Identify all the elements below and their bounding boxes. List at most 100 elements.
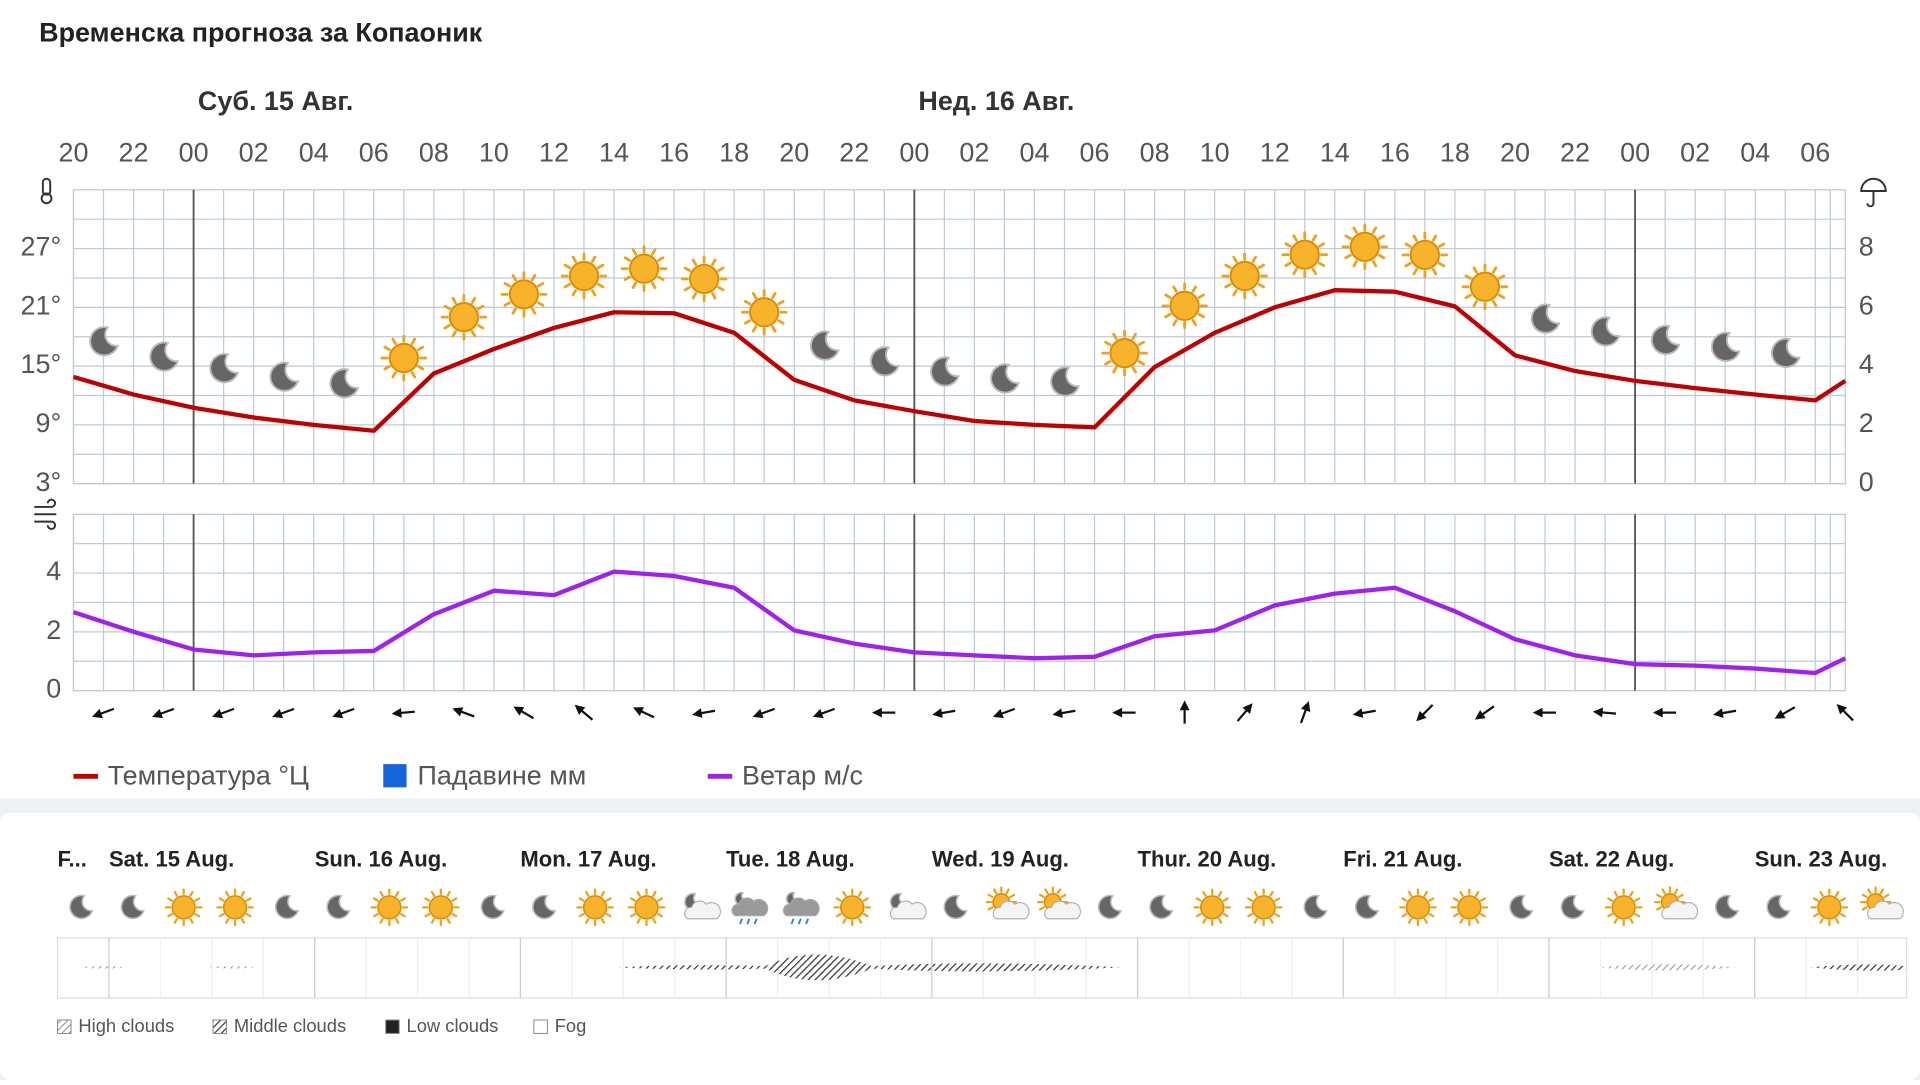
sun-ray [1377,234,1386,240]
thermometer-icon [40,177,53,205]
cloud-legend-label: Middle clouds [234,1015,346,1036]
weather-icon [370,888,409,927]
sun-ray [1861,906,1868,911]
sun-ray [711,258,717,266]
forecast-day: Sat. 15 Aug. [109,847,234,872]
sun-ray [395,917,400,924]
arrow-head [391,707,402,718]
forecast-day: F... [58,847,87,872]
sun-ray [1317,242,1326,248]
sun-ray [167,897,174,902]
moon [480,894,505,920]
moon [990,363,1020,394]
sun-ray [1247,912,1254,918]
sun-ray [1344,253,1352,260]
sun-ray [1257,282,1266,289]
legend-swatch [383,764,407,788]
moon [1560,894,1585,920]
y-tick-label: 27° [21,232,62,262]
sun-disc [1109,338,1140,369]
x-tick-label: 10 [1200,137,1230,167]
sun-disc [508,279,540,310]
sun-ray [1656,893,1663,899]
sun-ray [1812,912,1819,918]
sun-ray [1607,897,1614,902]
sun-ray [399,897,406,902]
moon [326,894,351,920]
wind-arrow [1236,703,1253,722]
sun-disc [568,260,600,292]
sun-ray [1401,912,1408,918]
sun-disc [1405,895,1431,920]
sun-ray [430,890,436,897]
sun-ray [1311,234,1318,242]
sun-ray [1656,906,1663,911]
legend-label: Падавине мм [418,761,587,791]
wind-arrow [1416,704,1434,722]
sun-ray [372,912,379,918]
sun-ray [631,281,638,289]
weather-icon [1101,329,1148,377]
sun-ray [1861,893,1868,899]
sun-ray [691,258,698,266]
wind-arrow [391,707,415,718]
sun-ray [1613,917,1619,924]
weather-icon [500,271,548,318]
sun-disc [1469,271,1501,302]
sun-ray [1284,261,1292,268]
sun-ray [1835,917,1840,924]
sun-ray [1197,312,1205,319]
weather-icon [1401,231,1449,279]
sun-ray [1437,242,1446,248]
weather-icon [269,361,300,392]
arrow-head [332,708,344,719]
sun-ray [1479,912,1486,918]
cloud-legend-swatch [57,1019,72,1034]
sun-ray [1257,263,1266,270]
sun-ray [391,371,397,379]
x-tick-label: 12 [1260,137,1290,167]
x-tick-label: 00 [179,137,209,167]
sun-ray [630,897,636,902]
sun-ray [651,281,657,289]
weather-icon [149,341,180,372]
sun-ray [992,888,998,895]
weather-icon [1530,303,1561,334]
sun-ray [446,917,451,924]
forecast-day: Fri. 21 Aug. [1343,847,1462,872]
legend-label: Температура °Ц [108,761,309,791]
sun-ray [590,289,597,297]
sun-ray [751,325,758,333]
sun-ray [1839,912,1846,918]
cloud-legend-label: High clouds [78,1015,174,1036]
x-tick-label: 16 [1380,137,1410,167]
arrow-head [1774,709,1786,719]
weather-icon [889,892,927,920]
weather-icon [1221,252,1268,300]
wind-arrow [1052,708,1076,718]
sun-disc [171,895,196,920]
cloud [731,897,769,917]
y2-tick-label: 0 [1859,467,1874,497]
sun-ray [1431,234,1438,242]
sun-ray [1112,366,1118,374]
sun-ray [399,912,406,918]
moon [943,894,968,920]
x-tick-label: 06 [1800,137,1830,167]
sun-ray [1491,299,1498,308]
sun-ray [857,917,863,924]
y2-tick-label: 2 [1859,408,1874,438]
sun-ray [372,897,379,902]
sun-ray [173,917,179,924]
weather-icon [809,330,840,361]
sun-ray [1412,267,1418,276]
sun-ray [1044,888,1049,895]
sun-ray [530,307,537,315]
sun-ray [1835,890,1840,897]
weather-icon [1810,888,1849,927]
cloud-shape [1809,964,1906,971]
sun-ray [605,912,612,918]
sun-ray [578,897,585,902]
wind-arrow [632,707,655,719]
